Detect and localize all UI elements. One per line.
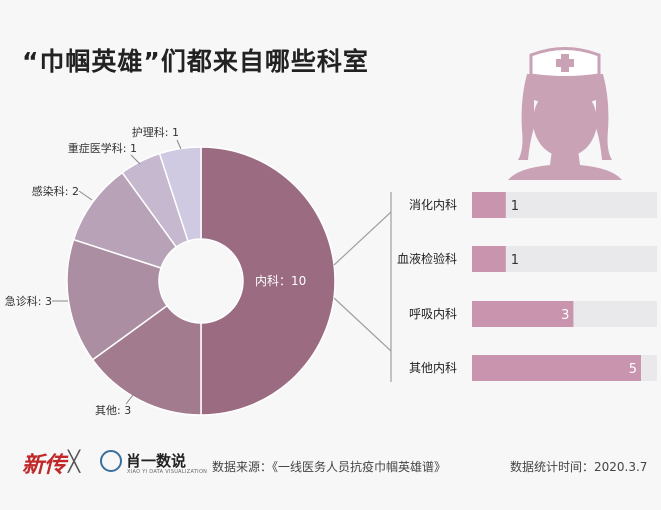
bar-category-label-1: 血液检验科 (397, 251, 457, 266)
chart-title: “巾帼英雄”们都来自哪些科室 (22, 47, 369, 76)
nurse-face (533, 85, 597, 157)
xiaoyi-logo-icon (100, 450, 122, 472)
cross-mark: ╳ (68, 449, 81, 473)
pie-slice-5 (158, 146, 202, 243)
pie-leader-line-1 (125, 394, 134, 405)
pie-label-4: 重症医学科: 1 (68, 141, 137, 155)
bar-value-label-2: 3 (561, 308, 569, 323)
bar-category-label-3: 其他内科 (409, 361, 457, 375)
bar-category-label-0: 消化内科 (409, 198, 457, 212)
bar-3 (472, 355, 641, 381)
data-source: 数据来源：《一线医务人员抗疫巾帼英雄谱》 (212, 460, 447, 474)
stat-date: 数据统计时间：2020.3.7 (510, 460, 648, 474)
pie-label-2: 急诊科: 3 (5, 294, 52, 308)
pie-label-1: 其他: 3 (95, 404, 131, 417)
pie-label-0: 内科：10 (255, 274, 306, 288)
pie-label-5: 护理科: 1 (132, 125, 179, 139)
cap-cross-horizontal (556, 59, 574, 67)
nurse-hair (518, 74, 612, 160)
connector-line-top (333, 211, 392, 266)
bar-value-label-0: 1 (511, 199, 519, 214)
pie-label-3: 感染科: 2 (32, 184, 79, 198)
bar-1 (472, 246, 506, 272)
connector-line-bottom (333, 297, 392, 352)
pie-slice-2 (66, 238, 169, 361)
brand-subtitle: XIAO YI DATA VISUALIZATION (127, 469, 208, 475)
nurse-shoulders (508, 150, 622, 180)
pie-slice-0 (200, 146, 336, 416)
bar-value-label-3: 5 (629, 362, 637, 377)
bar-category-label-2: 呼吸内科 (409, 307, 457, 321)
pie-leader-line-5 (176, 139, 182, 150)
pie-leader-line-4 (130, 154, 141, 165)
pie-leader-line-3 (78, 190, 93, 201)
xinchuan-logo: 新传 (22, 452, 67, 478)
bar-value-label-1: 1 (511, 253, 519, 268)
pie-slice-1 (91, 304, 202, 416)
bar-0 (472, 192, 506, 218)
bar-2 (472, 301, 574, 327)
brand-name: 肖一数说 (126, 452, 187, 470)
